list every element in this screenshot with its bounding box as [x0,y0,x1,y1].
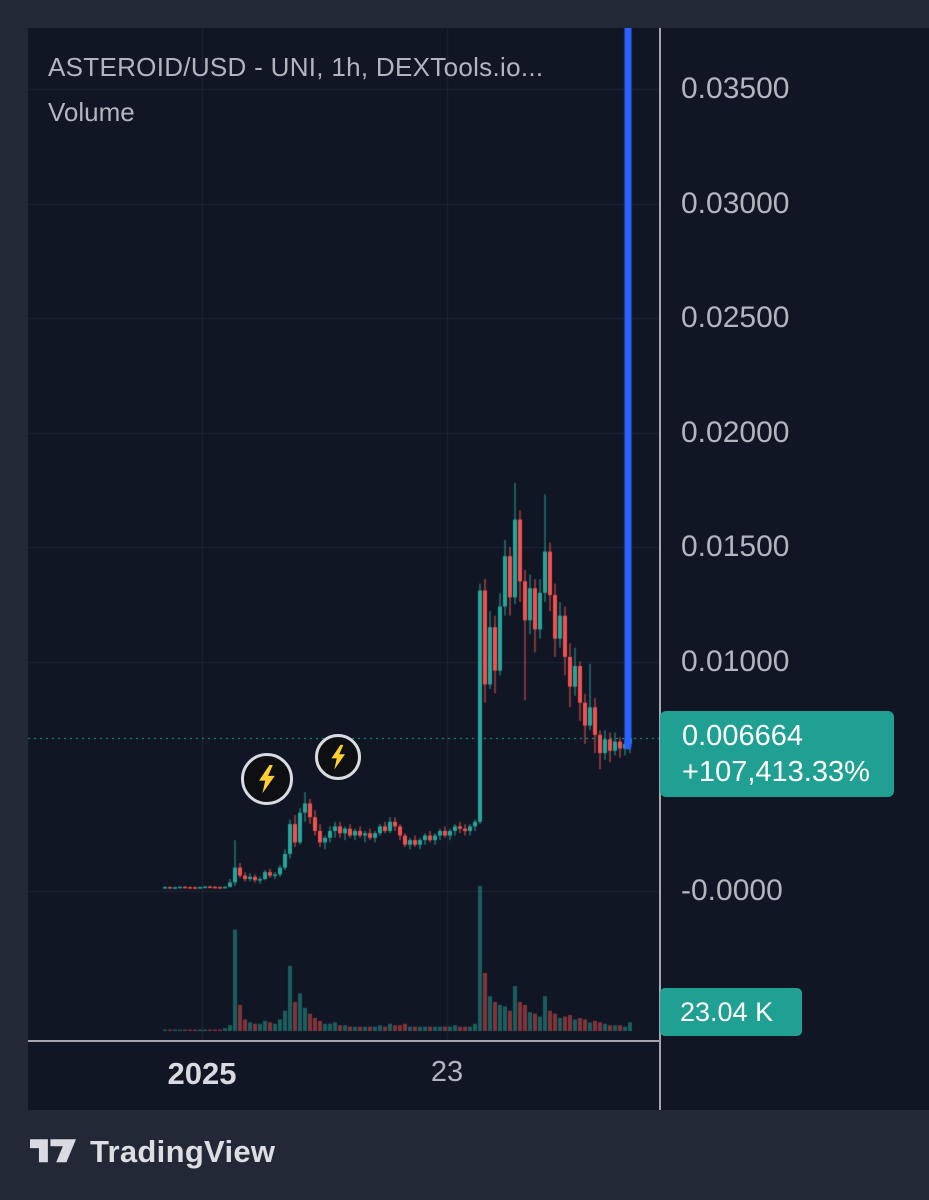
price-tick-label: 0.03000 [681,186,790,220]
last-price-change: +107,413.33% [682,756,870,788]
last-price-value: 0.006664 [682,720,803,752]
price-tick-label: 0.03500 [681,72,790,105]
time-axis-border [28,1040,659,1042]
price-axis[interactable]: 0.03500 0.03000 0.02500 0.02000 0.01500 0.010… [661,28,929,1040]
price-tick-label: 0.02500 [681,301,790,334]
price-tick-label: 0.02000 [681,415,790,449]
tradingview-logo-icon [30,1139,76,1163]
tradingview-logo-text: TradingView [90,1134,276,1169]
symbol-title[interactable]: ASTEROID/USD - UNI, 1h, DEXTools.io... [48,52,544,82]
price-axis-border [659,28,661,1110]
volume-value-label: 23.04 K [660,988,802,1036]
candlestick-chart-canvas[interactable] [28,28,659,1040]
time-axis[interactable]: 2025 23 [28,1042,659,1110]
time-tick-label: 2025 [167,1056,237,1091]
time-tick-label: 23 [430,1056,464,1088]
tradingview-logo-link[interactable]: TradingView [30,1134,275,1170]
volume-legend-label[interactable]: Volume [48,97,135,127]
price-tick-label: 0.01000 [681,644,790,678]
chart-legend: ASTEROID/USD - UNI, 1h, DEXTools.io... V… [48,52,543,128]
price-tick-label: 0.01500 [681,530,790,563]
last-price-label: 0.006664 +107,413.33% [660,711,894,797]
price-tick-label: -0.0000 [681,873,783,907]
